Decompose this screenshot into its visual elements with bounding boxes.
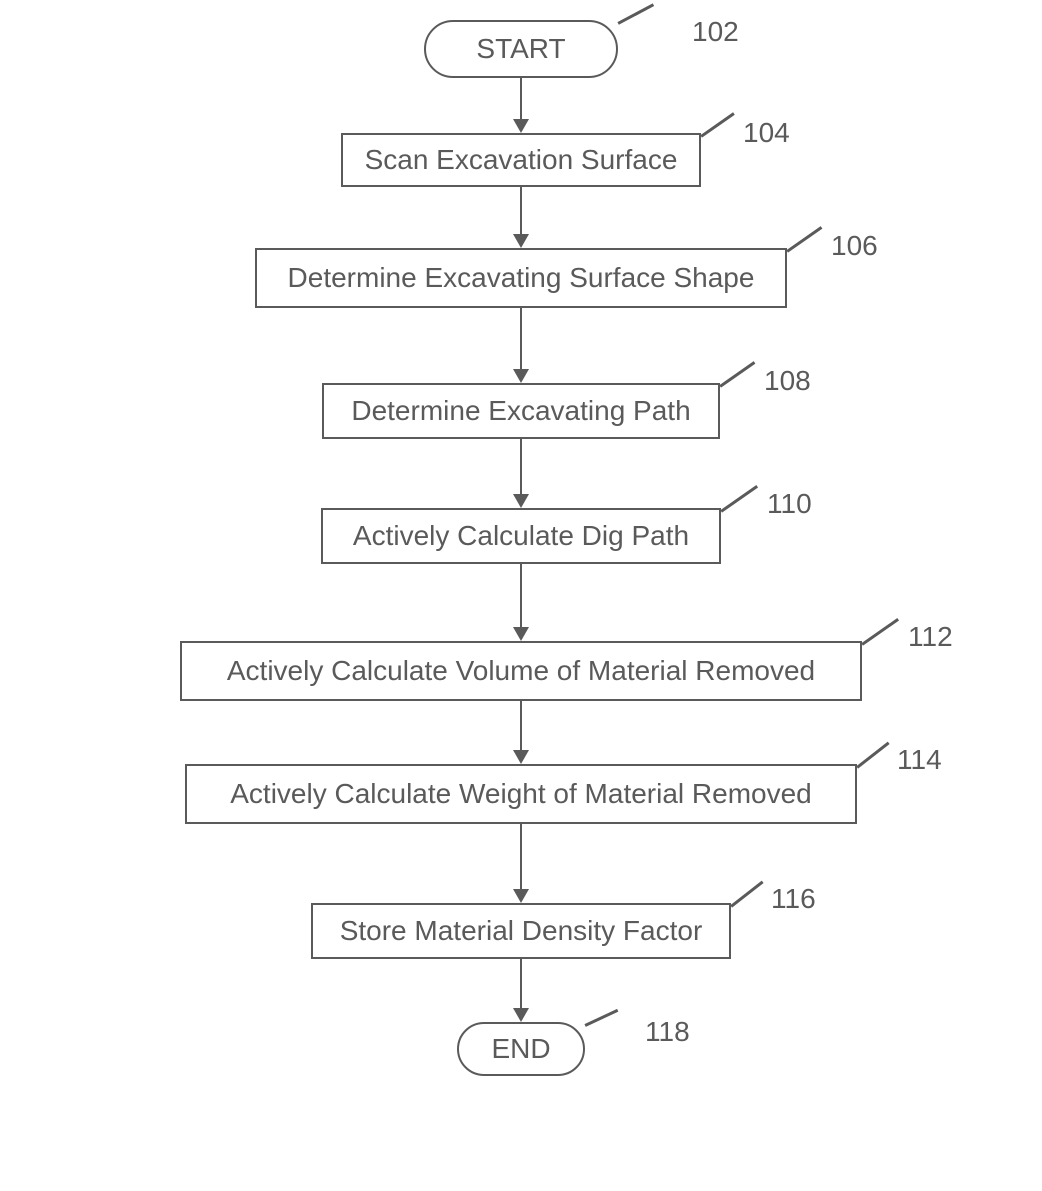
flow-node-text: END (491, 1033, 550, 1065)
flow-node-n106: Determine Excavating Surface Shape106 (255, 248, 787, 308)
flow-arrow (513, 439, 529, 508)
flow-node-label: 102 (692, 16, 739, 48)
flow-node-text: Determine Excavating Path (351, 395, 690, 427)
label-leader-line (720, 485, 757, 512)
label-leader-line (584, 1009, 618, 1026)
flow-node-text: START (476, 33, 565, 65)
flow-node-n118: END118 (457, 1022, 585, 1076)
flow-node-label: 106 (831, 230, 878, 262)
flow-node-label: 118 (645, 1016, 690, 1048)
label-leader-line (617, 3, 653, 24)
flow-node-label: 116 (771, 883, 816, 915)
flow-node-text: Actively Calculate Dig Path (353, 520, 689, 552)
flow-arrow (513, 824, 529, 903)
flow-arrow (513, 308, 529, 383)
flow-arrow (513, 78, 529, 133)
flow-node-text: Store Material Density Factor (340, 915, 703, 947)
flow-node-n116: Store Material Density Factor116 (311, 903, 731, 959)
flow-node-text: Actively Calculate Volume of Material Re… (227, 655, 815, 687)
flow-node-n104: Scan Excavation Surface104 (341, 133, 701, 187)
label-leader-line (730, 881, 763, 908)
flow-node-label: 110 (767, 488, 812, 520)
flow-node-n102: START102 (424, 20, 618, 78)
flow-arrow (513, 564, 529, 641)
label-leader-line (786, 226, 822, 252)
flow-node-label: 104 (743, 117, 790, 149)
flow-arrow (513, 187, 529, 248)
flow-node-label: 108 (764, 365, 811, 397)
flow-node-n112: Actively Calculate Volume of Material Re… (180, 641, 862, 701)
flow-node-label: 112 (908, 621, 953, 653)
flow-node-label: 114 (897, 744, 942, 776)
flow-node-text: Determine Excavating Surface Shape (288, 262, 755, 294)
label-leader-line (856, 742, 889, 769)
flow-arrow (513, 959, 529, 1022)
flow-node-n108: Determine Excavating Path108 (322, 383, 720, 439)
flow-node-n110: Actively Calculate Dig Path110 (321, 508, 721, 564)
flow-node-text: Scan Excavation Surface (365, 144, 678, 176)
label-leader-line (861, 618, 898, 645)
flow-node-text: Actively Calculate Weight of Material Re… (230, 778, 812, 810)
label-leader-line (700, 112, 734, 137)
flowchart-container: START102Scan Excavation Surface104Determ… (50, 20, 992, 1076)
label-leader-line (719, 361, 755, 387)
flow-node-n114: Actively Calculate Weight of Material Re… (185, 764, 857, 824)
flow-arrow (513, 701, 529, 764)
